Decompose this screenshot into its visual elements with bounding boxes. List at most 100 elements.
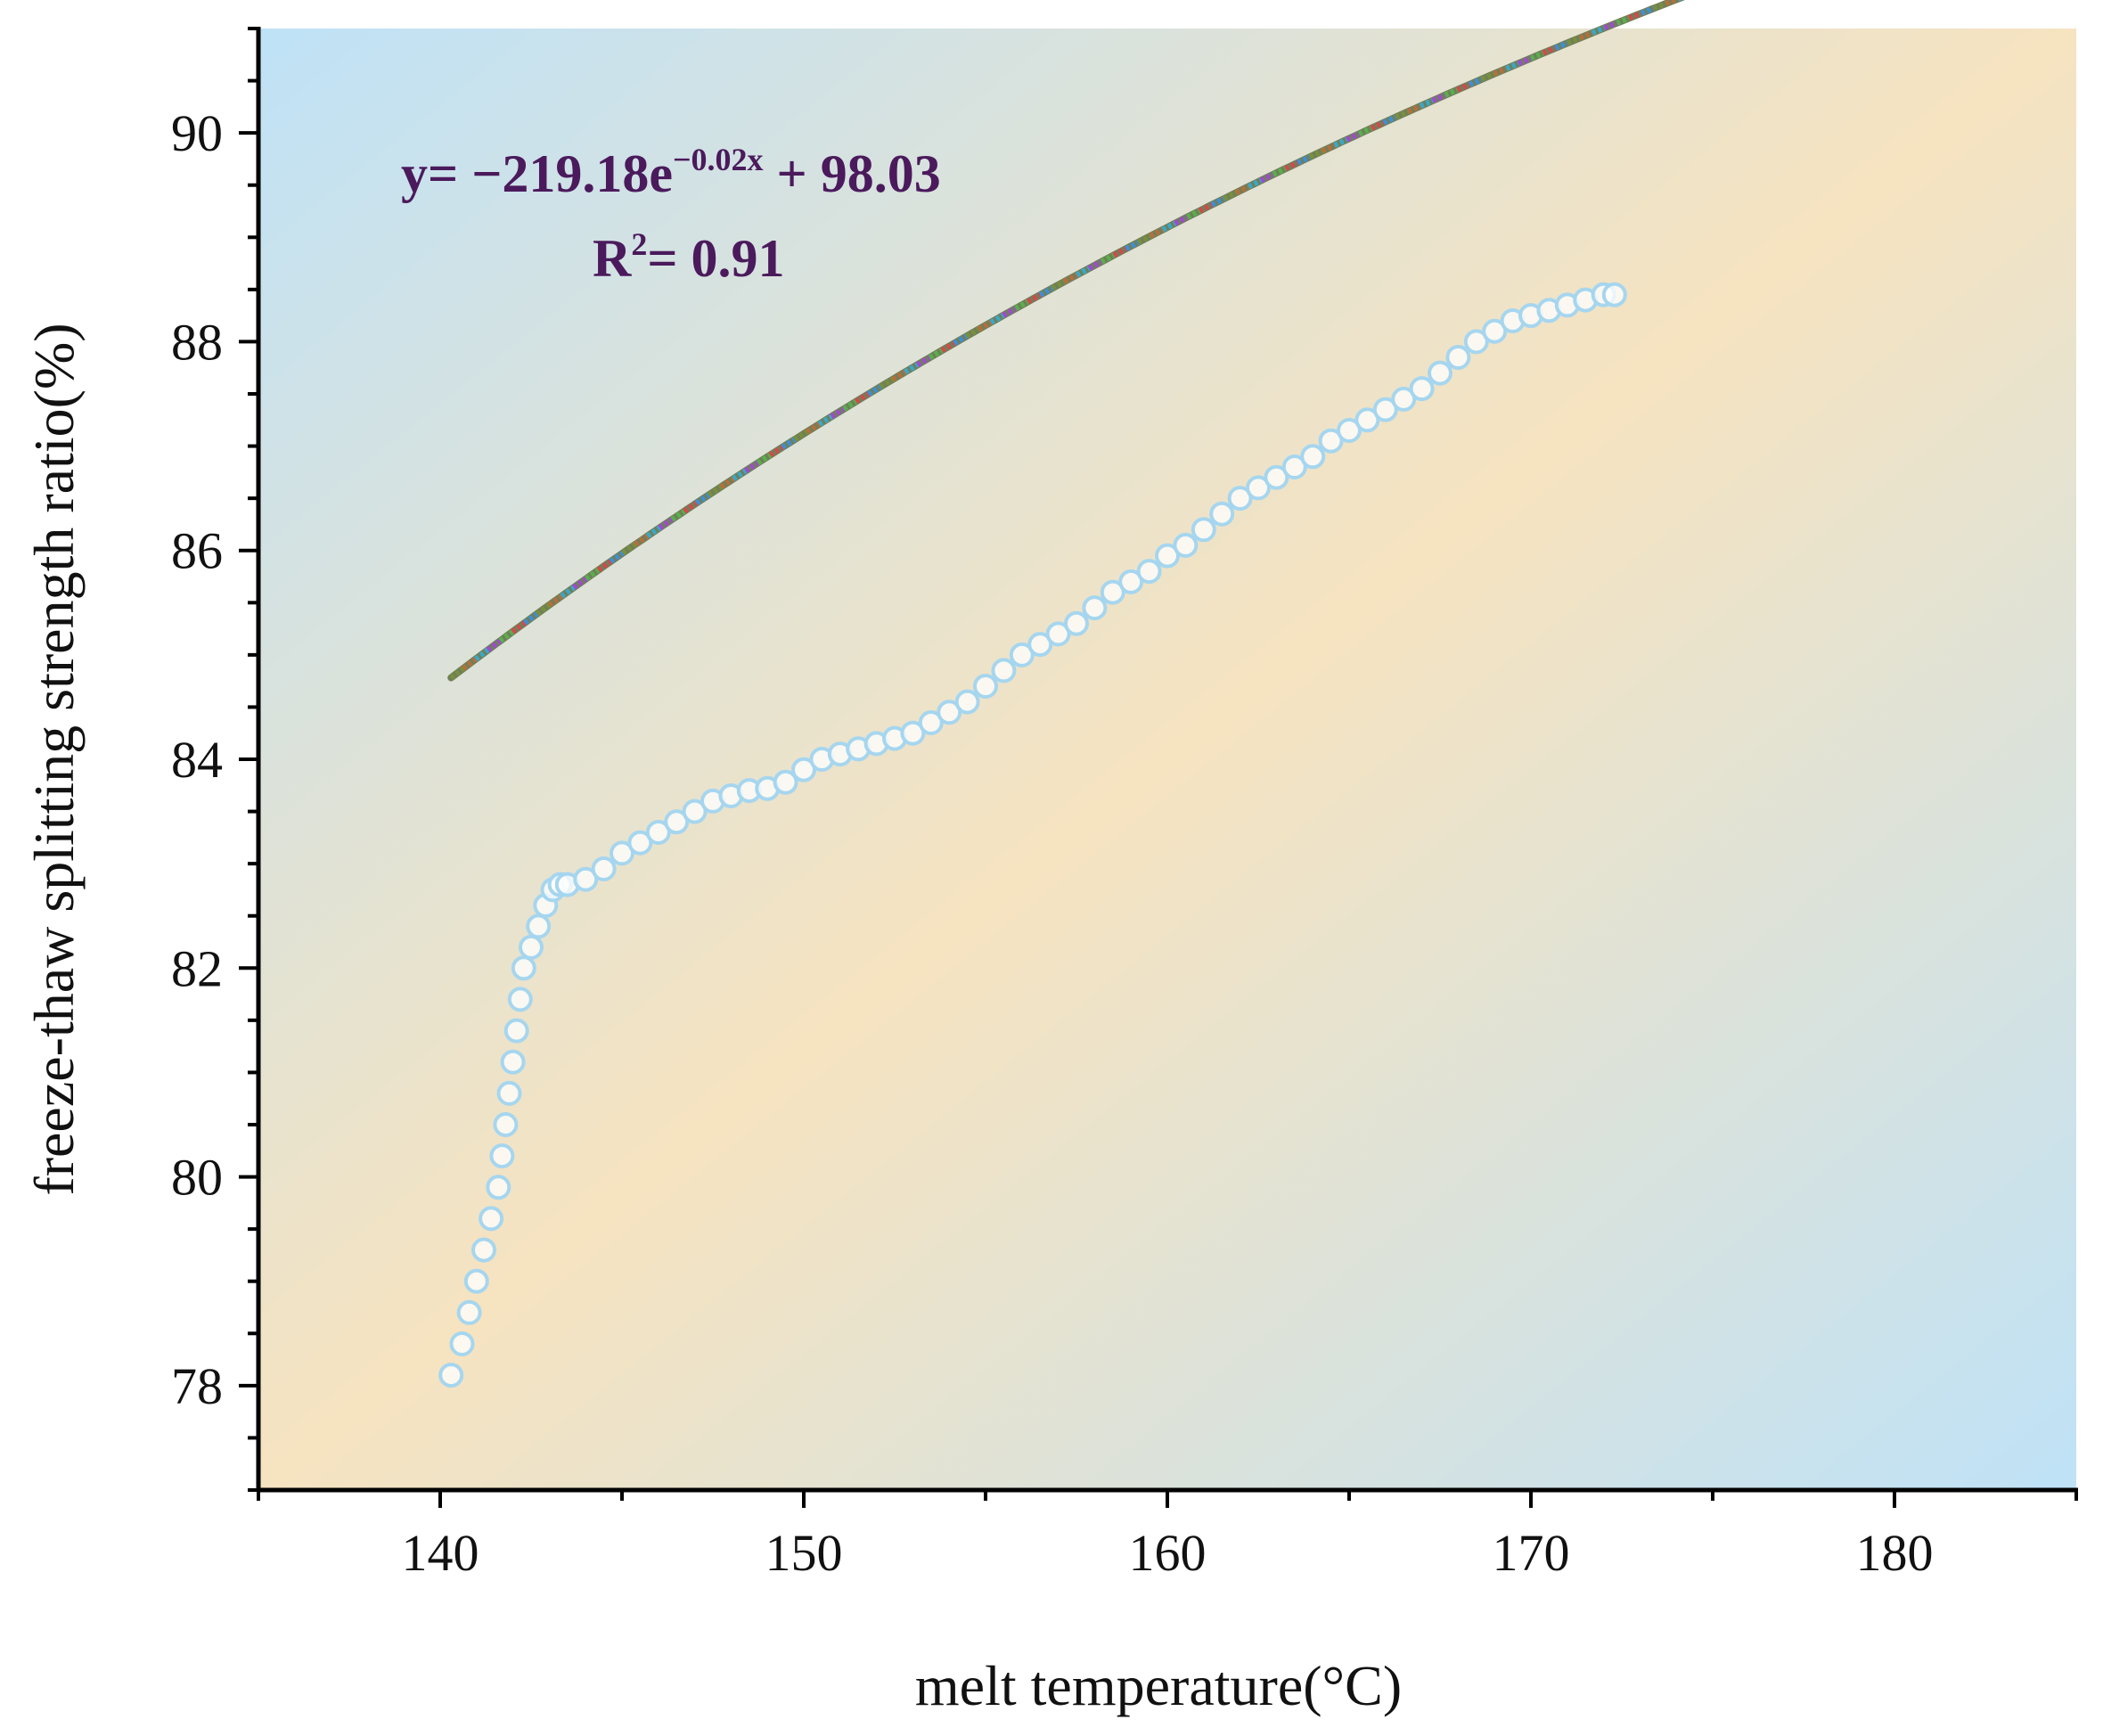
x-tick-label: 150 [765,1524,843,1582]
fit-line-segment [1284,160,1299,171]
fit-line-segment [645,525,661,539]
fit-line-segment [1431,93,1446,103]
fit-line-segment [732,468,748,481]
fit-line-segment [1333,136,1348,148]
fit-line-segment [915,355,931,367]
fit-line-segment [584,568,601,581]
fit-line-segment [842,399,858,412]
data-point [645,820,671,845]
x-tick-label: 170 [1493,1524,1570,1582]
fit-line-segment [1505,61,1520,71]
data-point [937,700,962,725]
fit-line-segment [1076,266,1091,278]
fit-line-segment [1419,98,1435,109]
data-point [1601,282,1627,307]
fit-line-segment [1149,227,1165,239]
fit-line-segment [694,492,711,506]
data-point [954,689,980,715]
fit-line-segment [1235,184,1250,195]
data-point [486,1175,511,1200]
data-point [1482,318,1508,344]
fit-line-segment [1616,15,1631,26]
fit-line-segment [621,542,637,555]
fit-line-segment [1051,279,1067,291]
data-point [918,710,944,735]
data-point [438,1363,464,1388]
fit-line-segment [523,611,539,626]
y-tick-label: 90 [171,104,223,162]
y-tick-label: 86 [171,522,223,580]
fit-line-segment [744,460,760,473]
fit-line-segment [1223,190,1238,201]
fit-line-segment [940,340,956,353]
equation-prefix: y= −219.18e [401,144,673,203]
x-ticks: 140 150 160 170 180 [257,1490,2078,1582]
y-ticks: 78 80 82 84 86 88 90 [171,27,258,1492]
fit-line-segment [572,576,588,590]
fit-line-segment [866,384,882,397]
fit-line-segment [609,551,625,564]
fit-line-segment [1640,5,1655,16]
data-point [610,840,634,866]
fit-line-segment [1100,252,1116,265]
data-point [493,1112,519,1137]
fit-line-segment [977,320,993,332]
fit-line-segment [1518,55,1533,66]
fit-line-segment [1137,233,1152,245]
y-tick-label: 88 [171,313,223,371]
data-point [627,830,653,856]
fit-line-segment [719,476,735,489]
data-point [973,674,998,699]
fit-line-segment [1297,154,1312,166]
data-point [507,987,533,1012]
data-point [1209,501,1235,527]
data-point [489,1143,515,1169]
data-point [1318,428,1344,454]
r2-prefix: R [593,229,632,288]
fit-line-segment [1567,35,1582,45]
data-point [526,913,552,939]
data-point [449,1331,475,1356]
data-point [1009,642,1035,667]
fit-line-segment [1026,292,1042,305]
fit-line-segment [1259,172,1275,184]
fit-line-segment [965,326,980,339]
fit-line-segment [1346,131,1361,143]
fit-line-segment [1652,1,1667,12]
fit-line-segment [658,517,674,530]
fit-line-segment [879,377,895,389]
y-axis-title: freeze-thaw splitting strength ratio(%) [22,323,86,1195]
fit-line-segment [756,453,772,466]
data-point [791,757,816,782]
data-point [479,1206,504,1232]
data-point [991,658,1017,684]
data-point [1264,464,1289,490]
data-point [1155,543,1180,569]
data-point [456,1299,482,1325]
fit-line-segment [596,559,613,573]
data-point [664,809,690,835]
data-point [1045,621,1071,647]
fit-line-segment [1002,306,1018,318]
fit-line-segment [1665,0,1680,6]
data-point [1300,444,1326,470]
fit-line-segment [1087,259,1103,271]
fit-line-segment [1444,87,1459,98]
y-tick-label: 84 [171,731,223,789]
fit-line-segment [781,437,797,450]
fit-line-segment [989,313,1005,325]
fit-equation: y= −219.18e−0.02x + 98.03 [401,142,941,203]
data-point [1027,632,1053,658]
fit-line-segment [1038,285,1054,298]
data-point [511,955,536,981]
data-point [1191,517,1216,543]
data-point [1391,386,1417,412]
fit-line-segment [1272,166,1287,177]
fit-line-segment [535,602,552,617]
fit-line-segment [1125,240,1140,251]
y-tick-label: 82 [171,939,223,997]
x-tick-label: 180 [1856,1524,1934,1582]
data-point [503,1018,529,1044]
fit-line-segment [928,348,944,360]
